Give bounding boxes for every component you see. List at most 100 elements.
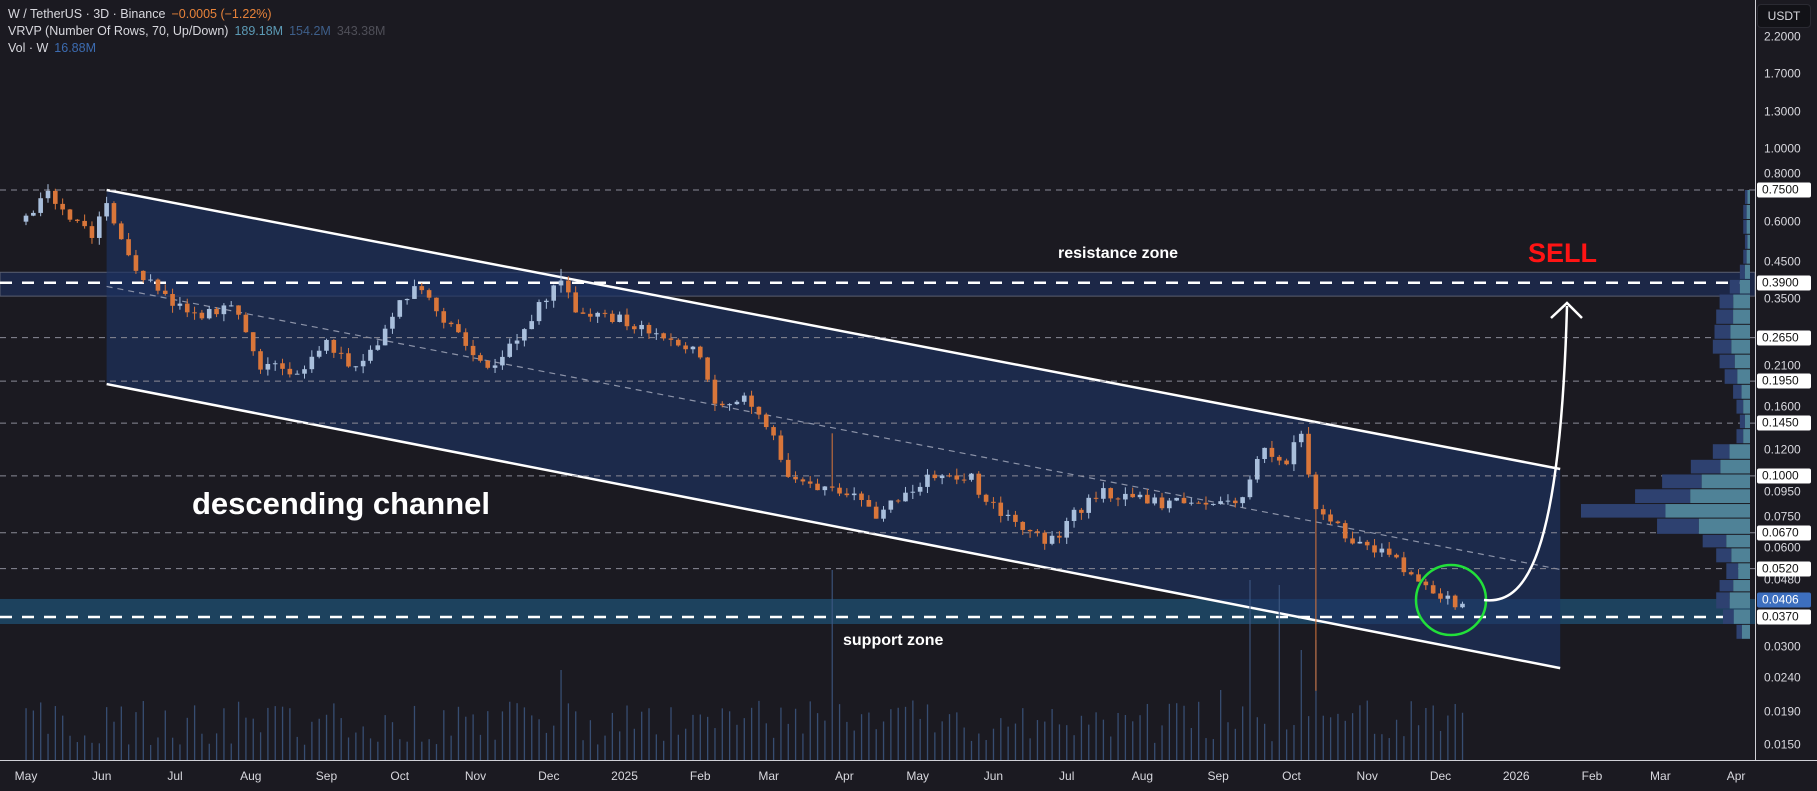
- vrvp-total: 343.38M: [336, 24, 386, 38]
- candle-body: [536, 302, 542, 322]
- price-tick-label: 0.0300: [1764, 639, 1801, 654]
- volume-profile-down: [1716, 592, 1730, 609]
- volume-bar: [1395, 719, 1398, 760]
- volume-bar: [582, 740, 584, 760]
- candle-body: [661, 333, 666, 339]
- candle: [771, 425, 776, 441]
- candle-body: [500, 356, 505, 366]
- volume-bar: [1212, 739, 1214, 760]
- candle-body: [236, 305, 241, 315]
- candle: [1335, 520, 1341, 525]
- candle-body: [1247, 479, 1253, 498]
- candle-body: [463, 332, 469, 346]
- volume-bar: [281, 706, 284, 760]
- symbol-row[interactable]: W / TetherUS · 3D · Binance −0.0005 (−1.2…: [8, 6, 391, 23]
- price-chart[interactable]: descending channel resistance zone suppo…: [0, 0, 1755, 760]
- volume-profile-down: [1714, 324, 1731, 339]
- candle-body: [573, 292, 578, 313]
- candle-body: [1342, 523, 1348, 539]
- volume-profile-down: [1719, 294, 1734, 309]
- candle-body: [192, 312, 197, 314]
- candle-body: [1452, 595, 1458, 608]
- volume-bar: [1322, 715, 1324, 760]
- volume-bar: [259, 732, 262, 760]
- volume-bar: [325, 714, 328, 760]
- candle-body: [1240, 497, 1245, 504]
- volume-bar: [32, 710, 35, 760]
- candle: [646, 322, 652, 339]
- currency-button[interactable]: USDT: [1757, 4, 1811, 28]
- candle-body: [522, 329, 527, 341]
- vrvp-row[interactable]: VRVP (Number Of Rows, 70, Up/Down) 189.18…: [8, 23, 391, 40]
- volume-bar: [237, 701, 240, 760]
- volume-bar: [215, 733, 218, 760]
- volume-bar: [1410, 701, 1412, 760]
- candle: [793, 471, 798, 483]
- volume-bar: [355, 732, 357, 760]
- volume-bar: [347, 737, 350, 760]
- volume-bar: [1190, 727, 1193, 760]
- vrvp-down: 154.2M: [289, 24, 331, 38]
- volume-bar: [1271, 741, 1273, 760]
- candle: [1364, 539, 1370, 551]
- candle-body: [544, 300, 549, 303]
- candle-body: [558, 280, 564, 286]
- volume-bar: [846, 721, 848, 760]
- candle-body: [419, 286, 425, 291]
- volume-profile-down: [1744, 190, 1748, 204]
- candle: [719, 401, 725, 408]
- candle: [419, 282, 425, 295]
- volume-bar: [809, 701, 811, 760]
- candle: [228, 301, 234, 307]
- candle-body: [324, 339, 329, 351]
- volume-bar: [860, 714, 863, 760]
- volume-profile-up: [1746, 249, 1750, 264]
- candle: [1049, 531, 1055, 546]
- volume-profile-up: [1733, 609, 1750, 624]
- volume-bar: [794, 708, 797, 760]
- candle-body: [969, 473, 974, 480]
- candle: [624, 308, 630, 331]
- level-price-label: 0.7500: [1757, 182, 1811, 198]
- volume-bar: [296, 736, 298, 760]
- descending-channel: [106, 188, 1561, 670]
- candle: [470, 339, 476, 362]
- volume-bar: [802, 733, 804, 760]
- volume-bar: [1161, 725, 1163, 760]
- volume-bar: [413, 705, 416, 760]
- candle-body: [1181, 497, 1187, 504]
- candle-body: [939, 475, 945, 479]
- candle-body: [412, 286, 417, 299]
- volume-profile-down: [1690, 459, 1721, 474]
- candle: [1013, 510, 1018, 527]
- symbol-title: W / TetherUS · 3D · Binance: [8, 7, 166, 21]
- volume-bar: [816, 713, 819, 760]
- candle-body: [998, 502, 1004, 516]
- volume-bar: [1432, 705, 1434, 760]
- candle: [1298, 430, 1304, 448]
- candle-body: [1049, 535, 1055, 544]
- candle-body: [1445, 595, 1451, 599]
- candle: [1306, 427, 1311, 478]
- volume-profile-down: [1736, 624, 1742, 639]
- candle: [1386, 542, 1392, 558]
- volume-row[interactable]: Vol · W 16.88M: [8, 40, 391, 57]
- volume-bar: [970, 740, 973, 760]
- candle: [60, 198, 65, 216]
- candle: [133, 249, 139, 274]
- candle-body: [96, 216, 102, 238]
- volume-bar: [1007, 726, 1009, 760]
- candle: [140, 270, 146, 283]
- candle: [807, 475, 813, 489]
- volume-bar: [1351, 713, 1354, 760]
- volume-bar: [1022, 708, 1024, 760]
- candle-body: [595, 312, 600, 317]
- level-price-label: 0.1000: [1757, 468, 1811, 484]
- candle-body: [60, 203, 65, 210]
- candle: [1408, 570, 1414, 576]
- candle: [250, 332, 256, 356]
- time-axis[interactable]: May Jun Jul Aug Sep Oct Nov Dec 2025 Feb Mar Apr May…: [0, 760, 1817, 791]
- price-tick-label: 0.0950: [1764, 484, 1801, 499]
- price-tick-label: 0.0480: [1764, 572, 1801, 587]
- candle-body: [690, 346, 696, 350]
